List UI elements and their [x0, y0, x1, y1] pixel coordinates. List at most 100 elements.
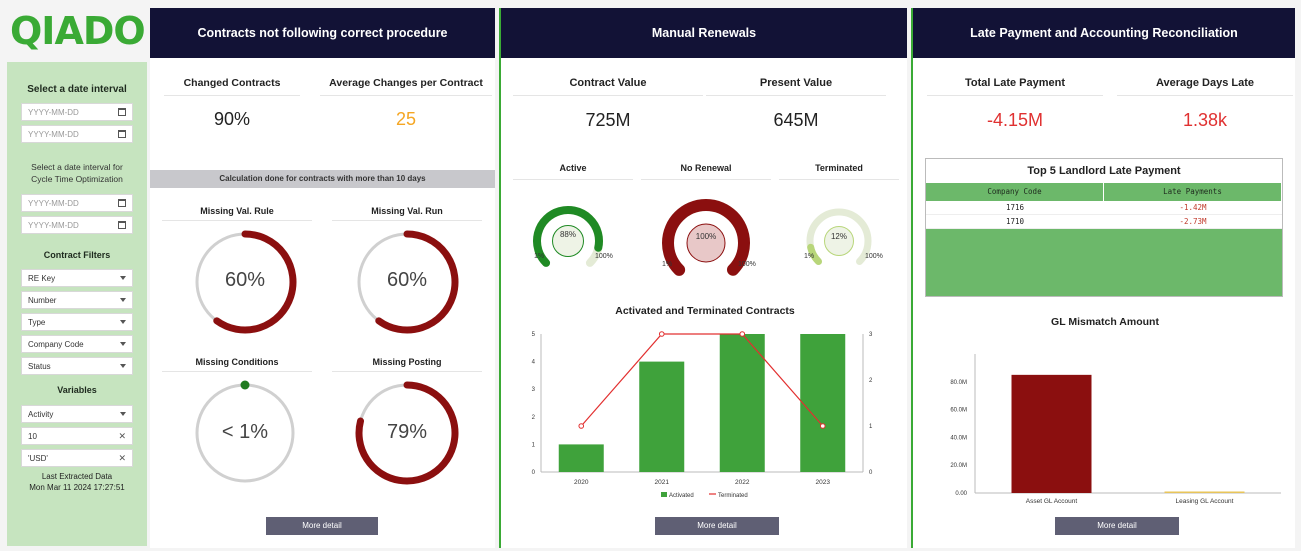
activity-select[interactable]: Activity [21, 405, 133, 423]
more-detail-button[interactable]: More detail [655, 517, 779, 535]
gauge-min: 1% [804, 253, 815, 260]
gauge-value: 79% [386, 421, 428, 443]
y-tick-label-right: 2 [869, 378, 873, 384]
column-header[interactable]: Company Code [926, 183, 1104, 201]
gauge-center [686, 223, 726, 263]
y-tick-label: 2 [532, 415, 536, 421]
table-title: Top 5 Landlord Late Payment [926, 159, 1282, 183]
re-key-filter[interactable]: RE Key [21, 269, 133, 287]
changed-contracts-value: 90% [213, 109, 251, 129]
late-payment-panel: Late Payment and Accounting Reconciliati… [911, 8, 1295, 548]
activation-chart-title: Activated and Terminated Contracts [615, 305, 795, 317]
gl-mismatch-chart: 0.00 20.0M 40.0M 60.0M 80.0M Asset GL Account… [950, 354, 1281, 505]
gauge-value: < 1% [221, 421, 269, 443]
more-detail-button[interactable]: More detail [266, 517, 378, 535]
gauge-marker [240, 380, 250, 390]
present-value-label: Present Value [706, 77, 886, 96]
calc-note: Calculation done for contracts with more… [150, 170, 495, 188]
gl-bar [1011, 374, 1092, 493]
procedure-panel: Contracts not following correct procedur… [150, 8, 495, 548]
active-label: Active [513, 163, 633, 180]
terminated-point [819, 423, 826, 429]
date-interval-label: Select a date interval [27, 84, 127, 95]
variables-label: Variables [57, 385, 97, 395]
y-tick-label: 0 [532, 470, 536, 476]
y-tick-label-right: 3 [869, 332, 873, 338]
clear-icon[interactable]: ✕ [118, 430, 126, 441]
y-tick-label: 60.0M [950, 408, 967, 414]
y-tick-label: 20.0M [950, 463, 967, 469]
clear-icon[interactable]: ✕ [118, 452, 126, 463]
last-extracted-label: Last Extracted Data [41, 472, 113, 481]
y-tick-label: 3 [532, 387, 536, 393]
calendar-icon[interactable] [118, 108, 126, 116]
activated-bar [558, 444, 604, 472]
chevron-down-icon [120, 276, 126, 280]
table-row[interactable]: 1710 -2.73M [926, 215, 1282, 229]
gauge-arc [213, 230, 297, 334]
company-code-cell: 1710 [1005, 217, 1025, 226]
chevron-down-icon [120, 298, 126, 302]
calendar-icon[interactable] [118, 221, 126, 229]
date-to-input[interactable]: YYYY-MM-DD [21, 125, 133, 143]
gauge-arc [807, 243, 822, 266]
terminated-label: Terminated [779, 163, 899, 180]
terminated-gauge-value: 12% [830, 232, 847, 241]
value-input[interactable]: 10 ✕ [21, 427, 133, 445]
cycle-to-input[interactable]: YYYY-MM-DD [21, 216, 133, 234]
gauge-value: 60% [386, 269, 428, 291]
x-tick-label: 2023 [816, 479, 831, 486]
legend-activated: Activated [669, 493, 694, 499]
calendar-icon[interactable] [118, 199, 126, 207]
avg-days-label: Average Days Late [1117, 77, 1293, 96]
gauge-arc [533, 206, 603, 267]
x-tick-label: Leasing GL Account [1176, 498, 1234, 505]
late-payment-cell: -1.42M [1179, 203, 1207, 212]
cycle-from-input[interactable]: YYYY-MM-DD [21, 194, 133, 212]
x-tick-label: 2022 [735, 479, 750, 486]
total-late-value: -4.15M [986, 110, 1044, 130]
terminated-point [578, 423, 585, 429]
total-late-label: Total Late Payment [927, 77, 1103, 96]
x-tick-label: 2021 [655, 479, 670, 486]
gauge-center [552, 225, 584, 257]
column-header[interactable]: Late Payments [1104, 183, 1282, 201]
gauge-label: Missing Val. Run [332, 206, 482, 221]
y-tick-label-right: 1 [869, 424, 873, 430]
gauge-arc [375, 230, 459, 334]
type-filter[interactable]: Type [21, 313, 133, 331]
status-gauges [533, 199, 872, 276]
contract-value-label: Contract Value [513, 77, 703, 96]
calendar-icon[interactable] [118, 130, 126, 138]
manual-renewals-panel: Manual Renewals Contract Value Present V… [499, 8, 907, 548]
chevron-down-icon [120, 342, 126, 346]
chevron-down-icon [120, 412, 126, 416]
activation-chart: 0 1 2 3 4 5 0 1 2 3 2020 2021 2022 2023 Activated Termi… [532, 331, 873, 499]
present-value: 645M [773, 110, 819, 130]
y-tick-label: 1 [532, 442, 536, 448]
status-filter[interactable]: Status [21, 357, 133, 375]
no-renewal-label: No Renewal [641, 163, 771, 180]
x-tick-label: Asset GL Account [1026, 498, 1078, 505]
gauge-label: Missing Conditions [162, 357, 312, 372]
gauge-min: 1% [534, 253, 545, 260]
legend-swatch-activated [661, 492, 667, 497]
chevron-down-icon [120, 364, 126, 368]
company-code-filter[interactable]: Company Code [21, 335, 133, 353]
filter-sidebar: Select a date interval YYYY-MM-DD YYYY-M… [7, 62, 147, 546]
x-tick-label: 2020 [574, 479, 589, 486]
gauge-max: 100% [738, 261, 756, 268]
gauge-arc [355, 381, 459, 485]
qiado-logo: QIADO [10, 9, 146, 53]
y-tick-label-right: 0 [869, 470, 873, 476]
table-row[interactable]: 1716 -1.42M [926, 201, 1282, 215]
more-detail-button[interactable]: More detail [1055, 517, 1179, 535]
currency-input[interactable]: 'USD' ✕ [21, 449, 133, 467]
number-filter[interactable]: Number [21, 291, 133, 309]
y-tick-label: 4 [532, 360, 536, 366]
last-extracted-value: Mon Mar 11 2024 17:27:51 [29, 483, 125, 492]
date-from-input[interactable]: YYYY-MM-DD [21, 103, 133, 121]
no-renewal-gauge-value: 100% [695, 232, 717, 241]
y-tick-label: 80.0M [950, 380, 967, 386]
y-tick-label: 5 [532, 332, 536, 338]
